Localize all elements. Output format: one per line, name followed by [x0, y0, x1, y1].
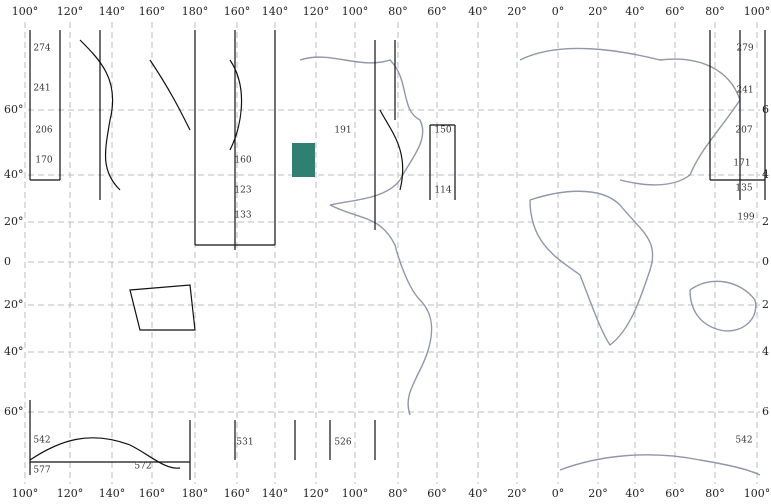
top-label: 120°: [57, 5, 84, 18]
left-label: 60°: [4, 103, 24, 116]
left-label: 40°: [4, 168, 24, 181]
right-label: 4: [762, 345, 769, 358]
bottom-label: 180°: [182, 487, 209, 500]
box-lines: [29, 30, 766, 480]
bottom-label: 20°: [507, 487, 527, 500]
antarctica-coast: [559, 454, 761, 476]
bottom-label: 120°: [303, 487, 330, 500]
top-label: 60°: [427, 5, 447, 18]
bottom-label: 100°: [342, 487, 369, 500]
top-label: 100°: [12, 5, 39, 18]
bottom-label: 40°: [468, 487, 488, 500]
region-outline: [129, 284, 196, 331]
box-label: 577: [33, 466, 50, 476]
box-label: 191: [334, 126, 351, 136]
box-label: 170: [35, 156, 52, 166]
right-label: 2: [762, 215, 769, 228]
top-label: 60°: [665, 5, 685, 18]
right-label: 6: [762, 405, 769, 418]
top-label: 0°: [552, 5, 565, 18]
bottom-label: 140°: [262, 487, 289, 500]
bottom-label: 80°: [705, 487, 725, 500]
box-label: 274: [33, 44, 50, 54]
bottom-label: 100°: [12, 487, 39, 500]
eurasia-coast: [519, 47, 741, 186]
americas-coast: [329, 204, 433, 416]
top-label: 20°: [588, 5, 608, 18]
top-label: 80°: [705, 5, 725, 18]
australia-coast: [689, 280, 757, 332]
survey-boxes: [29, 30, 766, 480]
box-label: 542: [735, 436, 752, 446]
top-label: 40°: [468, 5, 488, 18]
bottom-label: 100°: [744, 487, 771, 500]
box-label: 542: [33, 436, 50, 446]
bottom-label: 60°: [665, 487, 685, 500]
box-label: 123: [234, 186, 251, 196]
bottom-label: 40°: [625, 487, 645, 500]
left-label: 20°: [4, 298, 24, 311]
box-label: 133: [234, 211, 251, 221]
right-label: 0: [762, 255, 769, 268]
north-america-coast: [299, 56, 424, 206]
right-label: 2: [762, 298, 769, 311]
right-label: 4: [762, 168, 769, 181]
bottom-label: 60°: [427, 487, 447, 500]
top-label: 100°: [342, 5, 369, 18]
coastlines: [29, 39, 761, 476]
left-label: 60°: [4, 405, 24, 418]
box-label: 206: [35, 126, 52, 136]
top-label: 120°: [303, 5, 330, 18]
top-label: 100°: [744, 5, 771, 18]
box-label: 171: [733, 159, 750, 169]
top-label: 160°: [224, 5, 251, 18]
bottom-label: 0°: [552, 487, 565, 500]
pacific-coast-dark: [79, 39, 404, 191]
box-label: 279: [736, 44, 753, 54]
box-label: 160: [234, 156, 251, 166]
antarctica-coast-dark: [29, 437, 181, 469]
highlight-box: [292, 143, 315, 177]
box-label: 114: [434, 186, 451, 196]
top-label: 140°: [99, 5, 126, 18]
left-label: 40°: [4, 345, 24, 358]
top-label: 20°: [507, 5, 527, 18]
top-label: 140°: [262, 5, 289, 18]
box-label: 531: [236, 438, 253, 448]
labels: 100° 100° 120° 120° 140° 140° 160° 160° 180° 180°…: [4, 5, 770, 500]
top-label: 80°: [388, 5, 408, 18]
bottom-label: 20°: [588, 487, 608, 500]
box-label: 241: [33, 84, 50, 94]
right-label: 6: [762, 103, 769, 116]
box-label: 526: [334, 438, 351, 448]
africa-coast: [529, 190, 654, 347]
top-label: 160°: [139, 5, 166, 18]
bottom-label: 120°: [57, 487, 84, 500]
box-label: 150: [434, 126, 451, 136]
box-label: 199: [737, 213, 754, 223]
bottom-label: 140°: [99, 487, 126, 500]
top-label: 180°: [182, 5, 209, 18]
box-label: 572: [134, 462, 151, 472]
bottom-label: 80°: [388, 487, 408, 500]
box-label: 135: [735, 184, 752, 194]
box-label: 207: [735, 126, 752, 136]
box-label: 241: [736, 86, 753, 96]
bottom-label: 160°: [139, 487, 166, 500]
bottom-label: 160°: [224, 487, 251, 500]
left-label: 20°: [4, 215, 24, 228]
top-label: 40°: [625, 5, 645, 18]
left-label: 0: [4, 255, 11, 268]
